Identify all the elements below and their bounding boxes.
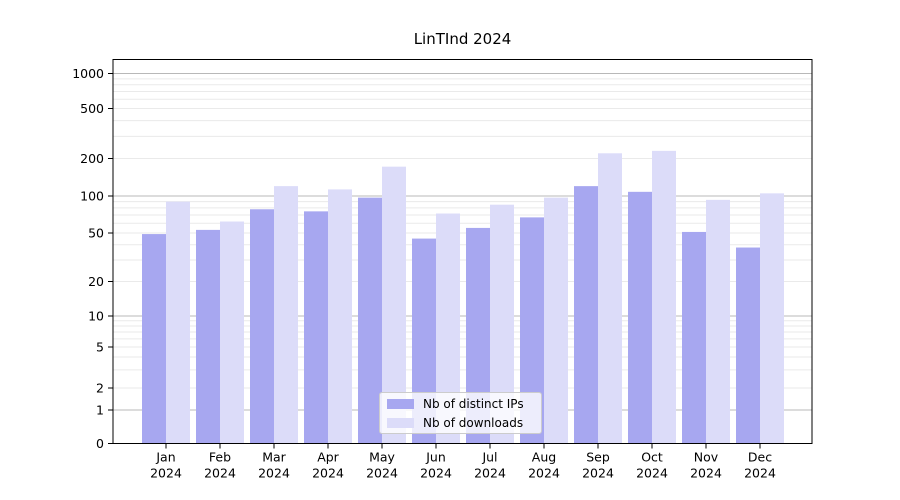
plot-frame bbox=[112, 59, 813, 444]
y-tick-label-1: 1 bbox=[96, 403, 104, 418]
y-axis: 0 1 2 5 10 20 50 100 200 500 1000 bbox=[72, 66, 113, 451]
x-tick-month-jan: Jan bbox=[155, 450, 175, 465]
bar-oct-s0 bbox=[628, 191, 652, 444]
x-tick-year-sep: 2024 bbox=[582, 466, 614, 481]
bar-jan-s0 bbox=[142, 234, 166, 444]
x-tick-month-sep: Sep bbox=[586, 450, 610, 465]
y-tick-label-50: 50 bbox=[88, 226, 104, 241]
x-tick-month-jun: Jun bbox=[425, 450, 446, 465]
y-tick-label-2: 2 bbox=[96, 381, 104, 396]
bar-feb-s1 bbox=[220, 221, 244, 444]
legend-item-downloads: Nb of downloads bbox=[387, 416, 541, 430]
x-tick-month-dec: Dec bbox=[748, 450, 772, 465]
legend-label-downloads: Nb of downloads bbox=[423, 415, 524, 430]
bar-oct-s1 bbox=[652, 150, 676, 444]
x-tick-month-oct: Oct bbox=[641, 450, 663, 465]
y-tick-label-20: 20 bbox=[88, 274, 104, 289]
x-tick-year-dec: 2024 bbox=[744, 466, 776, 481]
y-tick-label-200: 200 bbox=[80, 151, 104, 166]
x-axis: Jan2024Feb2024Mar2024Apr2024May2024Jun20… bbox=[150, 443, 776, 481]
y-tick-label-100: 100 bbox=[80, 189, 104, 204]
bar-aug-s1 bbox=[544, 197, 568, 444]
bar-mar-s0 bbox=[250, 209, 274, 444]
x-tick-year-feb: 2024 bbox=[204, 466, 236, 481]
legend: Nb of distinct IPs Nb of downloads bbox=[379, 392, 542, 434]
x-tick-year-apr: 2024 bbox=[312, 466, 344, 481]
x-tick-month-nov: Nov bbox=[694, 450, 719, 465]
bar-apr-s0 bbox=[304, 211, 328, 444]
x-tick-year-may: 2024 bbox=[366, 466, 398, 481]
legend-swatch-downloads bbox=[387, 417, 414, 428]
x-tick-month-mar: Mar bbox=[262, 450, 286, 465]
x-tick-year-aug: 2024 bbox=[528, 466, 560, 481]
bar-jan-s1 bbox=[166, 201, 190, 444]
y-tick-label-5: 5 bbox=[96, 340, 104, 355]
x-tick-year-jun: 2024 bbox=[420, 466, 452, 481]
chart-title: LinTInd 2024 bbox=[413, 30, 512, 48]
bar-sep-s1 bbox=[598, 153, 622, 444]
bar-nov-s0 bbox=[682, 231, 706, 444]
x-tick-month-jul: Jul bbox=[481, 450, 497, 465]
y-tick-label-10: 10 bbox=[88, 309, 104, 324]
legend-swatch-distinct-ips bbox=[387, 398, 414, 409]
bar-nov-s1 bbox=[706, 199, 730, 444]
x-tick-year-mar: 2024 bbox=[258, 466, 290, 481]
x-tick-year-jan: 2024 bbox=[150, 466, 182, 481]
x-tick-year-jul: 2024 bbox=[474, 466, 506, 481]
y-tick-label-1000: 1000 bbox=[72, 66, 104, 81]
y-tick-label-0: 0 bbox=[96, 436, 104, 451]
x-tick-month-aug: Aug bbox=[532, 450, 556, 465]
bar-apr-s1 bbox=[328, 189, 352, 444]
bar-may-s0 bbox=[358, 197, 382, 444]
y-tick-label-500: 500 bbox=[80, 101, 104, 116]
x-tick-year-nov: 2024 bbox=[690, 466, 722, 481]
bar-mar-s1 bbox=[274, 186, 298, 444]
bar-feb-s0 bbox=[196, 229, 220, 444]
legend-item-distinct-ips: Nb of distinct IPs bbox=[387, 397, 541, 411]
x-tick-year-oct: 2024 bbox=[636, 466, 668, 481]
bar-dec-s1 bbox=[760, 193, 784, 444]
x-tick-month-apr: Apr bbox=[317, 450, 339, 465]
bar-dec-s0 bbox=[736, 247, 760, 444]
x-tick-month-may: May bbox=[369, 450, 395, 465]
legend-label-distinct-ips: Nb of distinct IPs bbox=[423, 396, 524, 411]
x-tick-month-feb: Feb bbox=[209, 450, 231, 465]
bar-sep-s0 bbox=[574, 186, 598, 444]
